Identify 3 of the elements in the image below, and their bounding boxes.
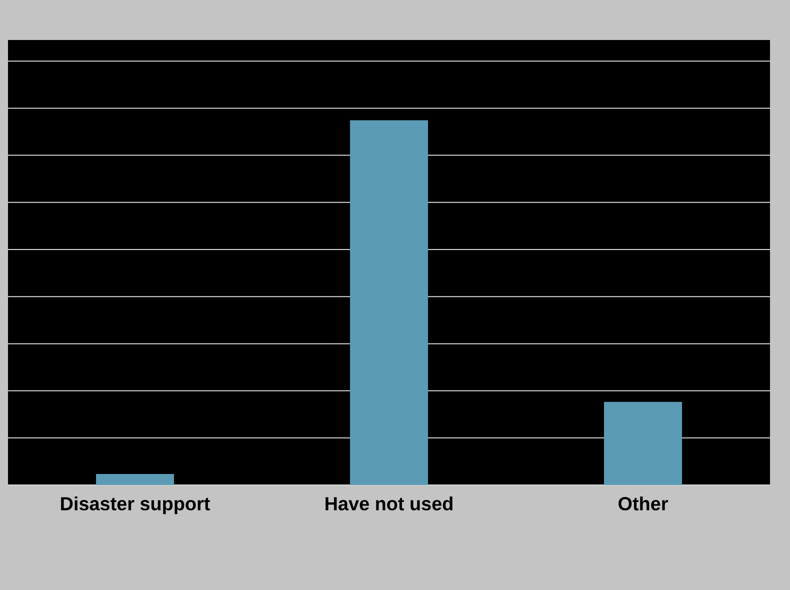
x-tick-label: Have not used (326, 496, 452, 510)
x-tick-label: Disaster support (61, 496, 210, 514)
x-tick-label: Other (618, 496, 668, 510)
